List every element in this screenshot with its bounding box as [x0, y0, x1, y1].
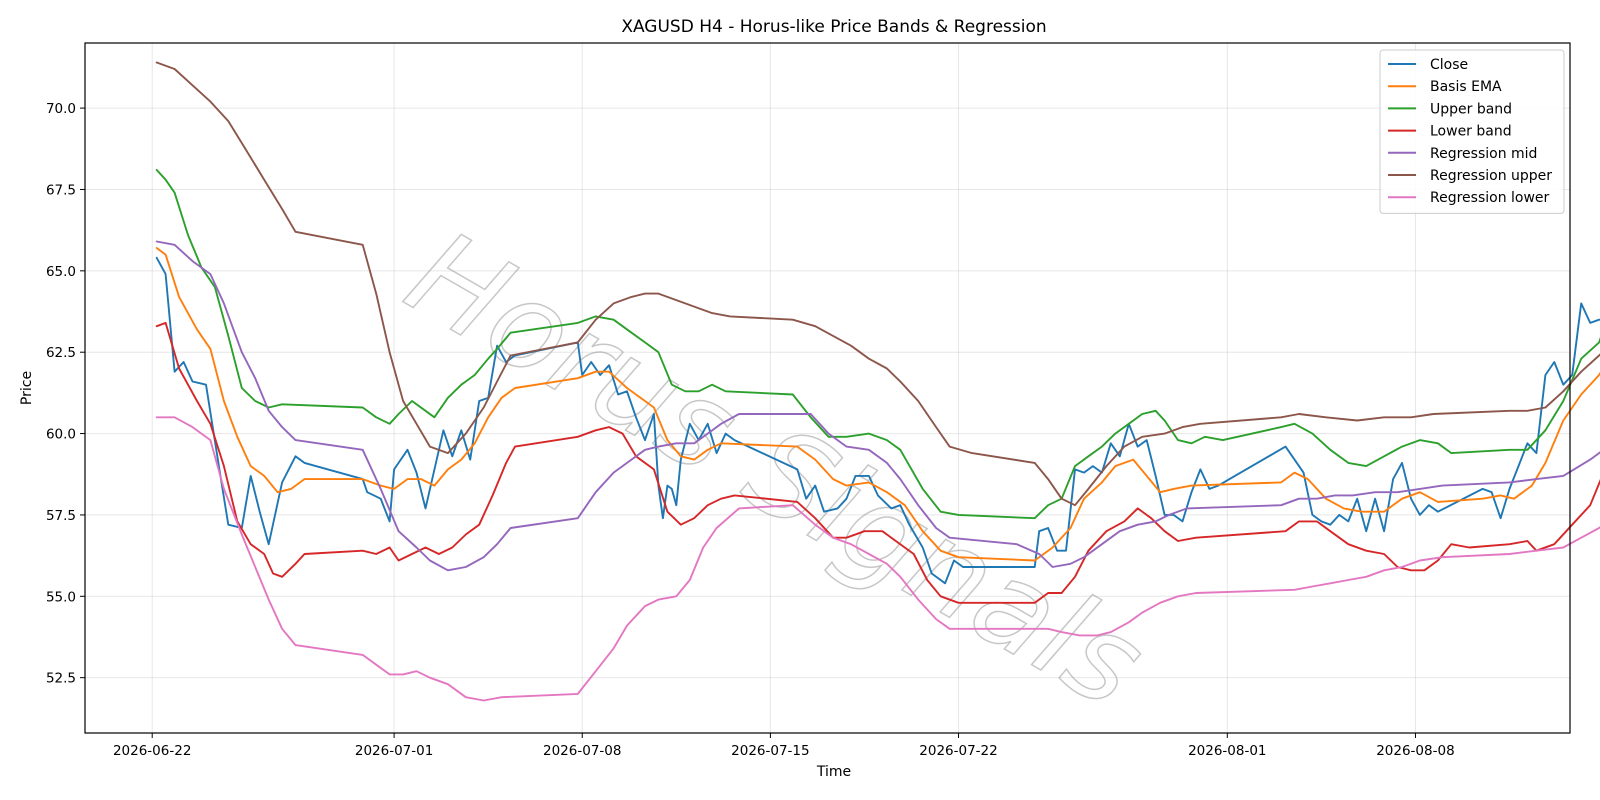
legend-label-close: Close	[1430, 57, 1468, 73]
legend-label-regression-lower: Regression lower	[1430, 190, 1550, 206]
series-lines	[155, 61, 1600, 702]
chart-title: XAGUSD H4 - Horus-like Price Bands & Reg…	[621, 17, 1046, 37]
y-axis: 52.5 55.0 57.5 60.0 62.5 65.0 67.5 70.0	[46, 101, 85, 687]
y-tick-label: 62.5	[46, 345, 76, 361]
y-tick-label: 70.0	[46, 101, 76, 117]
legend-label-lower-band: Lower band	[1430, 124, 1512, 140]
series-line-close	[155, 256, 1600, 585]
x-tick-label: 2026-07-22	[919, 743, 997, 759]
y-tick-label: 52.5	[46, 671, 76, 687]
legend-label-regression-upper: Regression upper	[1430, 168, 1552, 184]
series-line-regression-upper	[155, 61, 1600, 507]
y-tick-label: 55.0	[46, 589, 76, 605]
y-tick-label: 65.0	[46, 264, 76, 280]
legend-label-regression-mid: Regression mid	[1430, 146, 1537, 162]
legend-label-basis-ema: Basis EMA	[1430, 79, 1502, 95]
series-line-regression-lower	[155, 416, 1600, 702]
series-line-basis-ema	[155, 247, 1600, 562]
x-tick-label: 2026-08-08	[1376, 743, 1454, 759]
y-axis-label: Price	[19, 371, 35, 405]
y-tick-label: 57.5	[46, 508, 76, 524]
series-line-upper-band	[155, 168, 1600, 520]
x-axis-label: Time	[816, 764, 851, 780]
x-axis: 2026-06-22 2026-07-01 2026-07-08 2026-07-15…	[113, 733, 1455, 759]
x-tick-label: 2026-07-08	[543, 743, 621, 759]
x-tick-label: 2026-06-22	[113, 743, 191, 759]
legend: Close Basis EMA Upper band Lower band Regres…	[1379, 49, 1565, 214]
y-tick-label: 67.5	[46, 182, 76, 198]
legend-box	[1379, 49, 1565, 214]
y-tick-label: 60.0	[46, 427, 76, 443]
plot-frame	[84, 42, 1571, 734]
x-tick-label: 2026-08-01	[1188, 743, 1266, 759]
series-line-regression-mid	[155, 240, 1600, 572]
grid	[85, 43, 1570, 733]
series-line-lower-band	[155, 321, 1600, 604]
x-tick-label: 2026-07-15	[731, 743, 809, 759]
x-tick-label: 2026-07-01	[355, 743, 433, 759]
legend-label-upper-band: Upper band	[1430, 101, 1512, 117]
